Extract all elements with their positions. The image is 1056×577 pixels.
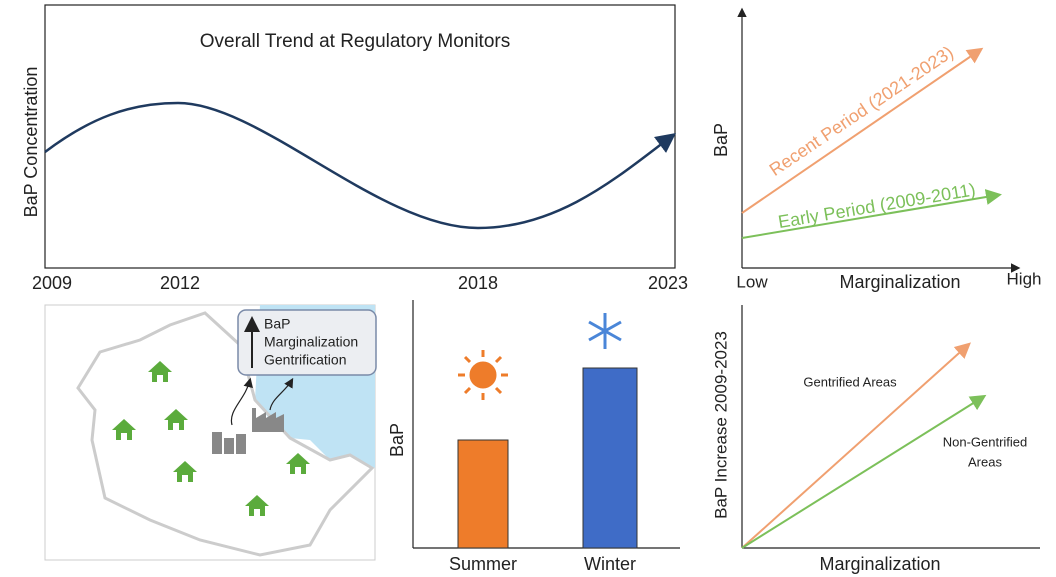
x-label: Marginalization xyxy=(819,554,940,574)
sun-icon xyxy=(458,350,508,400)
house xyxy=(173,461,197,482)
y-label: BaP xyxy=(711,123,731,157)
house xyxy=(148,361,172,382)
x-label: 2018 xyxy=(458,273,498,293)
summer-bar xyxy=(458,440,508,548)
y-label: BaP Increase 2009-2023 xyxy=(711,331,730,519)
emission-arrow xyxy=(231,380,250,425)
non-gentrified-label: Areas xyxy=(968,454,1002,469)
page: {"trend": {"title": "Overall Trend at Re… xyxy=(0,0,1056,577)
trend-y-label: BaP Concentration xyxy=(21,67,41,218)
graphical-abstract: Overall Trend at Regulatory Monitors BaP… xyxy=(0,0,1056,577)
house xyxy=(286,453,310,474)
winter-bar xyxy=(583,368,637,548)
category-label: Summer xyxy=(449,554,517,574)
house xyxy=(112,419,136,440)
factory xyxy=(212,408,284,454)
x-label: Marginalization xyxy=(839,272,960,292)
snowflake-icon xyxy=(589,313,621,349)
x-high: High xyxy=(1007,269,1042,288)
callout-line: Gentrification xyxy=(264,352,346,368)
house xyxy=(164,409,188,430)
non-gentrified-label: Non-Gentrified xyxy=(943,434,1028,449)
x-label: 2009 xyxy=(32,273,72,293)
category-label: Winter xyxy=(584,554,636,574)
house xyxy=(245,495,269,516)
non-gentrified-arrow xyxy=(742,397,983,548)
trend-title: Overall Trend at Regulatory Monitors xyxy=(200,31,510,52)
recent-label: Recent Period (2021-2023) xyxy=(766,42,957,180)
x-low: Low xyxy=(736,272,768,291)
y-label: BaP xyxy=(387,423,407,457)
gentrified-label: Gentrified Areas xyxy=(803,374,897,389)
trend-curve xyxy=(45,103,672,228)
x-label: 2012 xyxy=(160,273,200,293)
callout-line: Marginalization xyxy=(264,334,358,350)
early-label: Early Period (2009-2011) xyxy=(777,179,977,232)
x-label: 2023 xyxy=(648,273,688,293)
callout-line: BaP xyxy=(264,316,290,332)
